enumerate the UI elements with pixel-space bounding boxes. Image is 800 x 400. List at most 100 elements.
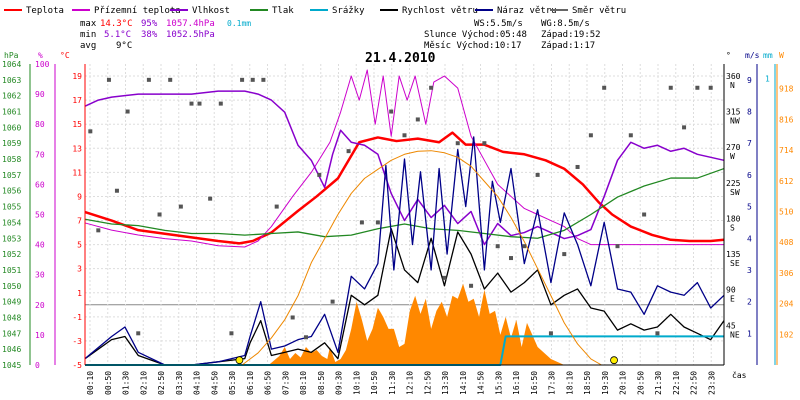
stats-avg-label: avg	[80, 41, 96, 51]
dir-tick-compass: SE	[730, 259, 740, 268]
wind-direction-point	[655, 331, 660, 336]
grid	[85, 64, 724, 366]
deg-tick-label: -5	[72, 361, 82, 370]
x-axis-unit: čas	[732, 370, 747, 380]
x-tick-label: 10:50	[370, 371, 379, 395]
x-tick-label: 23:30	[707, 371, 716, 395]
legend: Teplota Přízemní teplota Vlhkost Tlak Srážky…	[4, 6, 626, 16]
x-tick-label: 14:10	[459, 371, 468, 395]
dir-tick-compass: NE	[730, 330, 740, 339]
hpa-tick-label: 1055	[2, 203, 21, 212]
legend-label: Tlak	[272, 6, 294, 16]
dir-tick-degree: 135	[726, 250, 741, 259]
dir-tick-degree: 225	[726, 179, 741, 188]
x-tick-label: 10:10	[352, 371, 361, 395]
x-tick-label: 05:30	[228, 371, 237, 395]
x-tick-label: 12:50	[423, 371, 432, 395]
sun-event-sunrise	[235, 356, 244, 365]
pct-tick-label: 60	[35, 180, 45, 189]
wind-direction-point	[88, 129, 93, 134]
dir-tick-compass: NW	[730, 116, 740, 125]
wind-direction-point	[250, 77, 255, 82]
info-sun-set: Západ:19:52	[541, 30, 601, 40]
pct-tick-label: 70	[35, 150, 45, 159]
wind-direction-point	[189, 101, 194, 106]
ms-axis-unit: m/s	[745, 51, 760, 60]
deg-tick-label: 3	[77, 265, 82, 274]
dir-tick-compass: SW	[730, 188, 740, 197]
stats-rain: 0.1mm	[227, 19, 251, 28]
hpa-tick-label: 1059	[2, 139, 21, 148]
wind-direction-point	[469, 283, 474, 288]
hpa-tick-label: 1049	[2, 298, 21, 307]
sun-event-sunset	[610, 356, 618, 365]
ms-tick-label: 8	[747, 108, 752, 117]
wind-direction-point	[548, 331, 553, 336]
wind-direction-point	[274, 204, 279, 209]
x-tick-label: 03:30	[175, 371, 184, 395]
ms-tick-label: 9	[747, 76, 752, 85]
info-sun: Slunce Východ:05:48	[424, 30, 527, 40]
wind-direction-point	[346, 149, 351, 154]
series-line-solar-max	[85, 150, 724, 366]
wind-direction-point	[535, 172, 540, 177]
x-tick-label: 19:30	[601, 371, 610, 395]
legend-label: Rychlost větru	[402, 6, 478, 16]
x-tick-label: 15:30	[494, 371, 503, 395]
deg-tick-label: 11	[72, 168, 82, 177]
ms-tick-label: 4	[747, 234, 752, 243]
w-tick-label: 714	[779, 146, 794, 155]
deg-tick-label: -3	[72, 337, 82, 346]
x-tick-label: 20:50	[636, 371, 645, 395]
wind-direction-point	[168, 77, 173, 82]
x-tick-label: 12:10	[406, 371, 415, 395]
x-tick-label: 21:30	[654, 371, 663, 395]
wind-direction-point	[402, 133, 407, 138]
x-tick-label: 00:10	[86, 371, 95, 395]
deg-tick-label: 7	[77, 217, 82, 226]
hpa-tick-label: 1048	[2, 313, 21, 322]
wind-direction-point	[562, 252, 567, 257]
wind-direction-point	[146, 77, 151, 82]
stats-max-label: max	[80, 19, 97, 29]
ms-tick-label: 6	[747, 171, 752, 180]
hpa-tick-label: 1056	[2, 187, 21, 196]
wind-direction-point	[136, 331, 141, 336]
pct-axis-unit: %	[38, 51, 43, 60]
wind-direction-point	[429, 85, 434, 90]
dir-tick-degree: 90	[726, 286, 736, 295]
hpa-tick-label: 1053	[2, 234, 21, 243]
w-axis-unit: W	[779, 51, 784, 60]
hpa-tick-label: 1054	[2, 218, 21, 227]
series-line-teplota	[84, 131, 725, 245]
wind-direction-point	[261, 77, 266, 82]
deg-tick-label: 5	[77, 241, 82, 250]
w-tick-label: 204	[779, 300, 794, 309]
hpa-tick-label: 1047	[2, 329, 21, 338]
wind-direction-point	[359, 220, 364, 225]
hpa-tick-label: 1062	[2, 92, 21, 101]
dir-axis-unit: °	[726, 51, 731, 60]
wind-direction-point	[442, 275, 447, 280]
stats-min-label: min	[80, 30, 96, 40]
x-tick-label: 18:50	[583, 371, 592, 395]
x-tick-label: 04:10	[193, 371, 202, 395]
w-tick-label: 102	[779, 330, 794, 339]
x-tick-label: 06:50	[264, 371, 273, 395]
x-tick-label: 02:50	[157, 371, 166, 395]
info-moon: Měsíc Východ:10:17	[424, 41, 522, 51]
legend-label: Vlhkost	[192, 6, 230, 16]
wind-direction-point	[509, 256, 513, 261]
stats-max-hum: 95%	[141, 19, 158, 29]
ms-tick-label: 3	[747, 266, 752, 275]
hpa-axis-unit: hPa	[4, 51, 19, 60]
x-tick-label: 01:30	[122, 371, 131, 395]
wind-direction-point	[588, 133, 593, 138]
wind-direction-point	[317, 172, 322, 177]
legend-label: Teplota	[26, 6, 64, 16]
wind-direction-point	[615, 244, 620, 249]
chart-title: 21.4.2010	[365, 51, 436, 66]
deg-tick-label: 19	[72, 72, 82, 81]
pct-tick-label: 100	[35, 60, 50, 69]
dir-tick-degree: 180	[726, 214, 741, 223]
